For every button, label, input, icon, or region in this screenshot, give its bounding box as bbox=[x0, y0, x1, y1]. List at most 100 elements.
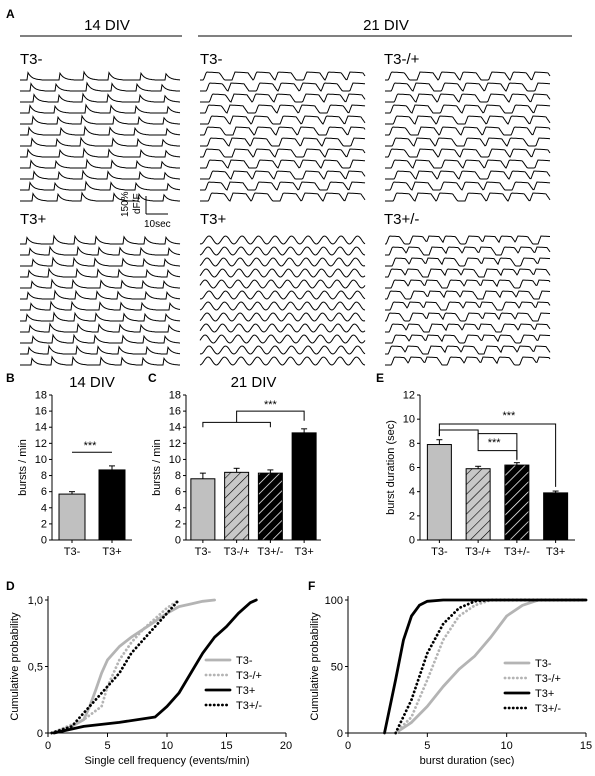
y-tick-label: 1,0 bbox=[28, 595, 43, 607]
trace-line bbox=[385, 235, 550, 245]
legend-label: T3+ bbox=[236, 685, 255, 697]
y-tick-label: 16 bbox=[35, 406, 47, 418]
trace-line bbox=[385, 290, 551, 300]
y-tick-label: 14 bbox=[169, 422, 181, 434]
condition-label-bot-14: T3+ bbox=[20, 211, 47, 228]
condition-label-top-14: T3- bbox=[20, 51, 43, 68]
group-title-14div: 14 DIV bbox=[84, 17, 130, 34]
bar bbox=[543, 492, 569, 541]
trace-block-21div-t3plus bbox=[199, 235, 366, 366]
trace-line bbox=[20, 125, 181, 136]
panel-letter-b: B bbox=[6, 371, 15, 385]
bar-chart-E: 0 2 4 6 8 10 12 burst duration (sec) T3- T3-/+ T3+… bbox=[385, 390, 575, 558]
bar bbox=[257, 472, 283, 541]
y-tick-label: 10 bbox=[403, 414, 415, 426]
y-tick-label: 12 bbox=[403, 390, 415, 402]
y-axis-label: bursts / min bbox=[151, 439, 163, 496]
bar bbox=[190, 478, 216, 541]
group-title-21div: 21 DIV bbox=[363, 17, 409, 34]
y-tick-label: 2 bbox=[175, 518, 181, 530]
trace-line bbox=[20, 114, 180, 125]
category-label: T3- bbox=[195, 546, 212, 558]
y-tick-label: 100 bbox=[325, 595, 343, 607]
trace-line bbox=[385, 170, 551, 180]
trace-line bbox=[199, 290, 366, 300]
trace-block-14div-t3minus bbox=[20, 70, 181, 202]
bar bbox=[98, 469, 126, 541]
x-tick-label: 5 bbox=[104, 740, 110, 752]
y-tick-label: 4 bbox=[175, 502, 181, 514]
scale-bar: 150% dF/F 10sec bbox=[120, 191, 171, 230]
condition-label-bot-21a: T3+ bbox=[200, 211, 227, 228]
chart-title: 21 DIV bbox=[231, 374, 277, 391]
trace-block-21div-t3minus bbox=[200, 71, 366, 202]
trace-line bbox=[200, 104, 366, 114]
category-label: T3- bbox=[431, 546, 448, 558]
y-tick-label: 50 bbox=[331, 662, 343, 674]
condition-label-top-21a: T3- bbox=[200, 51, 223, 68]
trace-line bbox=[385, 334, 551, 344]
trace-line bbox=[199, 235, 366, 245]
trace-line bbox=[20, 256, 180, 267]
line-chart-D: 0 5 10 15 20 0 0,5 1,0 Single cell frequency (ev… bbox=[9, 595, 292, 767]
significance-label: *** bbox=[502, 410, 516, 422]
trace-line bbox=[385, 181, 551, 191]
legend-label: T3- bbox=[535, 658, 552, 670]
bar bbox=[426, 444, 452, 541]
trace-block-21div-t3plus-minus bbox=[385, 235, 551, 366]
trace-line bbox=[199, 312, 366, 322]
trace-line bbox=[385, 279, 551, 289]
scale-bar-y-label-1: 150% bbox=[120, 191, 131, 217]
panel-letter-e: E bbox=[376, 371, 384, 385]
chart-title: 14 DIV bbox=[69, 374, 115, 391]
y-tick-label: 16 bbox=[169, 406, 181, 418]
x-tick-label: 0 bbox=[45, 740, 51, 752]
x-tick-label: 0 bbox=[345, 740, 351, 752]
y-axis-label: Cumulative probability bbox=[9, 612, 21, 721]
category-label: T3- bbox=[64, 546, 81, 558]
series-line bbox=[50, 598, 181, 735]
trace-line bbox=[20, 278, 180, 289]
trace-line bbox=[385, 93, 551, 103]
bar bbox=[465, 468, 491, 541]
legend-label: T3+ bbox=[535, 688, 554, 700]
trace-line bbox=[385, 268, 551, 278]
x-axis-label: burst duration (sec) bbox=[420, 755, 515, 767]
y-axis-label: bursts / min bbox=[17, 439, 29, 496]
legend-label: T3+/- bbox=[236, 700, 262, 712]
bar bbox=[58, 493, 86, 541]
trace-line bbox=[200, 170, 366, 180]
y-tick-label: 0 bbox=[37, 728, 43, 740]
y-tick-label: 4 bbox=[41, 502, 47, 514]
significance-label: *** bbox=[84, 440, 98, 452]
legend-label: T3+/- bbox=[535, 703, 561, 715]
significance-label: *** bbox=[264, 399, 278, 411]
trace-line bbox=[20, 355, 180, 366]
category-label: T3+ bbox=[102, 546, 121, 558]
condition-label-bot-21b: T3+/- bbox=[384, 211, 419, 228]
x-tick-label: 20 bbox=[280, 740, 292, 752]
trace-block-14div-t3plus bbox=[20, 234, 181, 366]
y-tick-label: 12 bbox=[35, 438, 47, 450]
y-tick-label: 0 bbox=[175, 535, 181, 547]
trace-line bbox=[20, 267, 181, 278]
bar bbox=[224, 471, 250, 541]
series-line bbox=[52, 598, 258, 735]
y-tick-label: 18 bbox=[35, 390, 47, 402]
trace-line bbox=[200, 71, 366, 81]
trace-line bbox=[20, 92, 180, 103]
series-line bbox=[50, 598, 181, 735]
category-label: T3+/- bbox=[504, 546, 530, 558]
panel-letter-d: D bbox=[6, 579, 15, 593]
series-line bbox=[394, 598, 588, 735]
significance-bracket bbox=[477, 433, 518, 460]
trace-line bbox=[385, 323, 551, 333]
trace-line bbox=[20, 158, 180, 169]
y-tick-label: 10 bbox=[35, 454, 47, 466]
trace-line bbox=[385, 356, 551, 366]
series-line bbox=[383, 598, 588, 735]
trace-line bbox=[20, 103, 181, 114]
y-tick-label: 0 bbox=[337, 728, 343, 740]
trace-line bbox=[200, 159, 365, 169]
